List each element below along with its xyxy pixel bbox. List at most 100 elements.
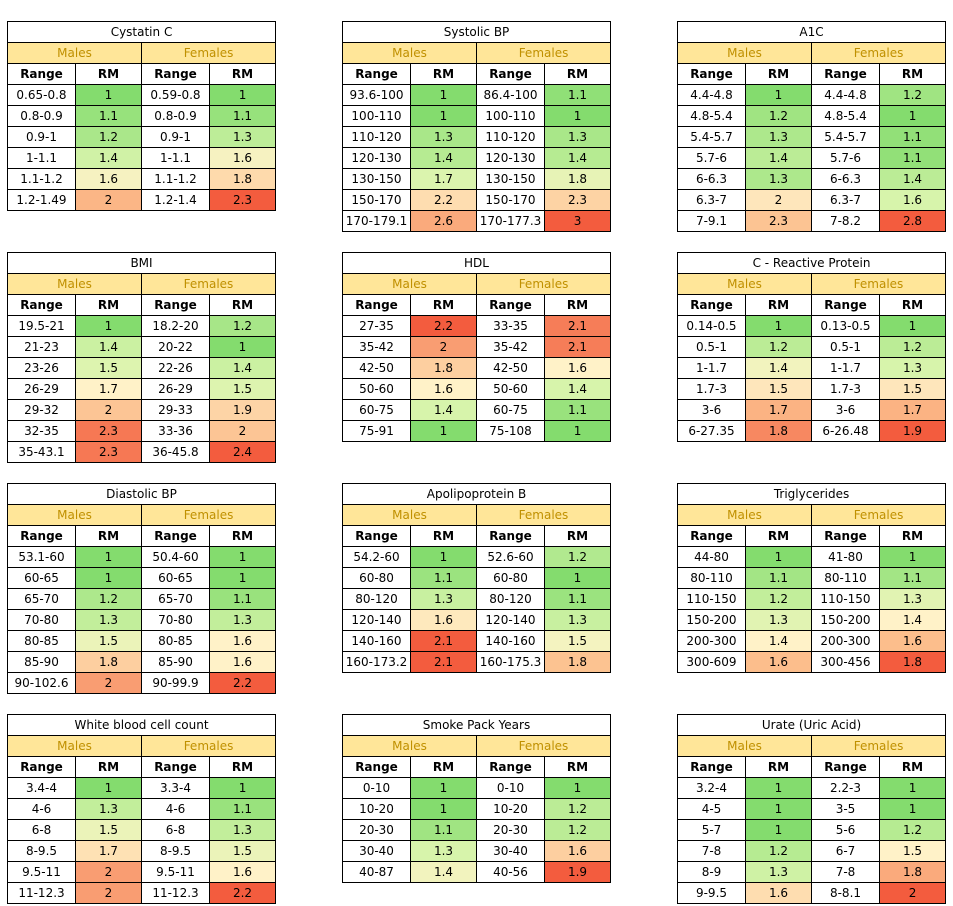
table-title: Triglycerides <box>676 483 947 505</box>
males-range-cell: 4.8-5.4 <box>677 105 746 127</box>
males-range-cell: 70-80 <box>7 609 76 631</box>
females-range-cell: 70-80 <box>141 609 210 631</box>
table-title: White blood cell count <box>6 714 277 736</box>
females-range-cell: 85-90 <box>141 651 210 673</box>
males-range-cell: 42-50 <box>342 357 411 379</box>
males-rm-cell: 1.4 <box>745 357 812 379</box>
males-range-cell: 5.7-6 <box>677 147 746 169</box>
table-row: 0.14-0.5 1 0.13-0.5 1 <box>677 315 946 337</box>
females-range-cell: 4.8-5.4 <box>811 105 880 127</box>
males-range-cell: 65-70 <box>7 588 76 610</box>
females-range-cell: 0.59-0.8 <box>141 84 210 106</box>
females-range-cell: 90-99.9 <box>141 672 210 694</box>
males-range-cell: 200-300 <box>677 630 746 652</box>
females-rm-cell: 1.2 <box>209 315 276 337</box>
range-column-header: Range <box>476 63 545 85</box>
females-range-cell: 9.5-11 <box>141 861 210 883</box>
females-range-cell: 6-26.48 <box>811 420 880 442</box>
males-rm-cell: 1.6 <box>745 651 812 673</box>
table-row: 0.9-1 1.2 0.9-1 1.3 <box>7 126 277 148</box>
table-row: 200-300 1.4 200-300 1.6 <box>677 630 947 652</box>
females-rm-cell: 1.3 <box>208 126 277 148</box>
females-range-cell: 200-300 <box>811 630 880 652</box>
females-rm-cell: 1.1 <box>543 399 612 421</box>
rm-column-header: RM <box>878 525 947 547</box>
males-rm-cell: 1 <box>75 315 142 337</box>
females-range-cell: 5.4-5.7 <box>811 126 880 148</box>
rm-table: Diastolic BP Males Females Range RM Range RM 53… <box>6 483 277 694</box>
table-row: 1-1.7 1.4 1-1.7 1.3 <box>677 357 946 379</box>
males-range-cell: 32-35 <box>7 420 76 442</box>
table-row: 1.7-3 1.5 1.7-3 1.5 <box>677 378 946 400</box>
rm-table: HDL Males Females Range RM Range RM 27-35 2.2 33-… <box>341 252 612 442</box>
females-header: Females <box>140 504 277 526</box>
males-range-cell: 26-29 <box>7 378 76 400</box>
males-range-cell: 0-10 <box>342 777 411 799</box>
males-rm-cell: 1 <box>410 105 477 127</box>
males-range-cell: 1-1.1 <box>7 147 76 169</box>
females-range-cell: 20-22 <box>141 336 210 358</box>
table-row: 6-6.3 1.3 6-6.3 1.4 <box>677 168 947 190</box>
table-row: 21-23 1.4 20-22 1 <box>7 336 276 358</box>
table-row: 35-42 2 35-42 2.1 <box>342 336 612 358</box>
females-range-cell: 110-150 <box>811 588 880 610</box>
table-row: 11-12.3 2 11-12.3 2.2 <box>7 882 277 904</box>
females-rm-cell: 1.3 <box>208 609 277 631</box>
females-range-cell: 60-75 <box>476 399 545 421</box>
table-row: 60-80 1.1 60-80 1 <box>342 567 611 589</box>
table-row: 110-150 1.2 110-150 1.3 <box>677 588 947 610</box>
range-column-header: Range <box>476 294 545 316</box>
males-rm-cell: 1.4 <box>410 399 477 421</box>
males-rm-cell: 2 <box>75 399 142 421</box>
table-row: 0.65-0.8 1 0.59-0.8 1 <box>7 84 277 106</box>
males-range-cell: 0.5-1 <box>677 336 746 358</box>
males-rm-cell: 2.1 <box>410 630 477 652</box>
females-range-cell: 0.5-1 <box>811 336 880 358</box>
table-row: 0-10 1 0-10 1 <box>342 777 611 799</box>
males-range-cell: 5-7 <box>677 819 746 841</box>
males-range-cell: 170-179.1 <box>342 210 411 232</box>
males-range-cell: 80-110 <box>677 567 746 589</box>
males-rm-cell: 1.6 <box>410 609 477 631</box>
females-range-cell: 0-10 <box>476 777 545 799</box>
table-row: 10-20 1 10-20 1.2 <box>342 798 611 820</box>
males-rm-cell: 1.1 <box>410 567 477 589</box>
females-header: Females <box>810 735 947 757</box>
females-range-cell: 8-8.1 <box>811 882 880 904</box>
females-range-cell: 120-130 <box>476 147 545 169</box>
rm-column-header: RM <box>745 63 812 85</box>
males-rm-cell: 1.7 <box>75 378 142 400</box>
rm-column-header: RM <box>410 294 477 316</box>
males-range-cell: 6-8 <box>7 819 76 841</box>
males-range-cell: 21-23 <box>7 336 76 358</box>
females-rm-cell: 1.5 <box>878 840 947 862</box>
females-range-cell: 3-6 <box>811 399 880 421</box>
males-range-cell: 7-8 <box>677 840 746 862</box>
females-rm-cell: 1.6 <box>208 861 277 883</box>
males-rm-cell: 1.2 <box>745 840 812 862</box>
females-rm-cell: 1.1 <box>878 147 947 169</box>
females-rm-cell: 1.6 <box>208 651 277 673</box>
table-row: 160-173.2 2.1 160-175.3 1.8 <box>342 651 611 673</box>
females-rm-cell: 1.4 <box>878 168 947 190</box>
females-range-cell: 1-1.7 <box>811 357 880 379</box>
females-range-cell: 42-50 <box>476 357 545 379</box>
females-range-cell: 150-170 <box>476 189 545 211</box>
table-row: 1.1-1.2 1.6 1.1-1.2 1.8 <box>7 168 277 190</box>
table-row: 29-32 2 29-33 1.9 <box>7 399 276 421</box>
males-range-cell: 4-5 <box>677 798 746 820</box>
males-rm-cell: 1 <box>745 777 812 799</box>
table-title: Urate (Uric Acid) <box>676 714 947 736</box>
males-range-cell: 54.2-60 <box>342 546 411 568</box>
females-rm-cell: 1.8 <box>208 168 277 190</box>
range-column-header: Range <box>342 756 411 778</box>
rm-column-header: RM <box>75 63 142 85</box>
table-row: 5.7-6 1.4 5.7-6 1.1 <box>677 147 947 169</box>
females-range-cell: 4-6 <box>141 798 210 820</box>
table-row: 170-179.1 2.6 170-177.3 3 <box>342 210 612 232</box>
males-rm-cell: 1.3 <box>745 609 812 631</box>
females-rm-cell: 1.6 <box>208 630 277 652</box>
rm-table: White blood cell count Males Females Range R… <box>6 714 277 904</box>
table-row: 50-60 1.6 50-60 1.4 <box>342 378 612 400</box>
males-rm-cell: 1.3 <box>410 588 477 610</box>
